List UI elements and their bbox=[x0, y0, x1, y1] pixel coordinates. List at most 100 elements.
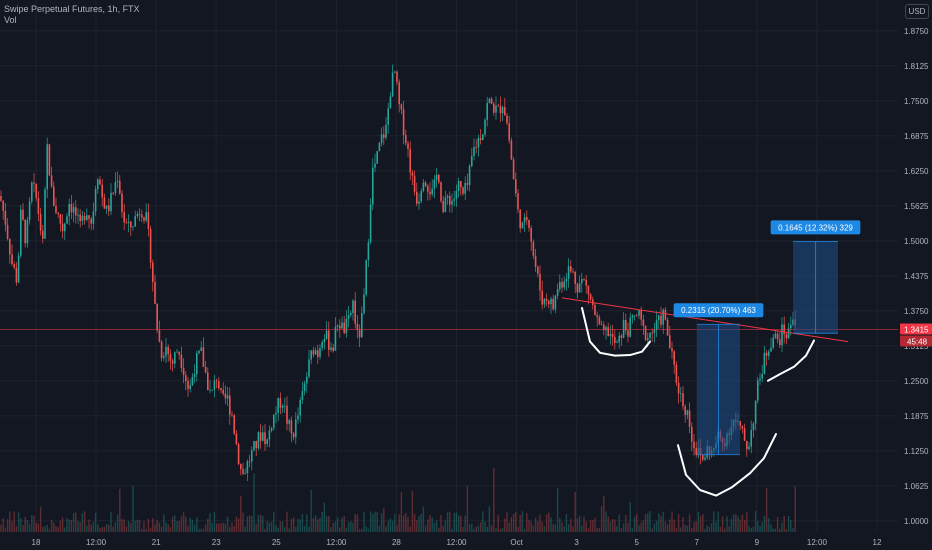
neckline-trendline bbox=[561, 297, 849, 343]
volume-bar bbox=[55, 526, 57, 532]
volume-bar bbox=[543, 526, 546, 532]
candle-body bbox=[365, 260, 367, 295]
currency-button[interactable]: USD bbox=[905, 4, 929, 19]
volume-bar bbox=[633, 516, 636, 532]
candle-body bbox=[686, 410, 689, 415]
candle-body bbox=[664, 309, 667, 320]
candle-body bbox=[684, 406, 686, 415]
candle-body bbox=[660, 315, 662, 325]
volume-bar bbox=[400, 492, 403, 532]
candle-body bbox=[691, 426, 693, 442]
volume-bar bbox=[442, 525, 444, 532]
volume-bar bbox=[26, 520, 29, 532]
candle-body bbox=[554, 295, 557, 310]
candle-body bbox=[396, 71, 398, 83]
candle-body bbox=[490, 98, 493, 104]
volume-bar bbox=[420, 513, 422, 532]
candle-body bbox=[114, 181, 117, 193]
volume-bar bbox=[537, 521, 539, 532]
volume-bar bbox=[559, 518, 561, 532]
candle-body bbox=[330, 347, 332, 350]
candle-body bbox=[209, 389, 211, 391]
candle-body bbox=[336, 325, 339, 327]
candle-body bbox=[108, 205, 110, 212]
candle-body bbox=[688, 410, 691, 427]
candle-body bbox=[644, 325, 647, 341]
volume-bar bbox=[246, 516, 249, 532]
volume-bar bbox=[334, 521, 337, 532]
volume-bar bbox=[308, 526, 310, 532]
candle-body bbox=[292, 433, 295, 438]
volume-bar bbox=[581, 525, 583, 532]
volume-bar bbox=[143, 521, 145, 532]
candle-body bbox=[59, 214, 62, 224]
candle-body bbox=[275, 412, 277, 415]
volume-bar bbox=[226, 516, 229, 532]
candle-body bbox=[119, 180, 121, 194]
volume-bar bbox=[116, 514, 119, 532]
candle-body bbox=[785, 334, 788, 339]
volume-bar bbox=[616, 526, 618, 532]
volume-bar bbox=[477, 525, 480, 532]
volume-bar bbox=[444, 520, 447, 532]
volume-bar bbox=[6, 518, 9, 532]
candle-body bbox=[270, 428, 273, 431]
x-tick-label: 28 bbox=[392, 538, 401, 547]
volume-bar bbox=[325, 516, 328, 532]
candle-body bbox=[501, 107, 504, 114]
candle-body bbox=[143, 217, 145, 221]
volume-bar bbox=[446, 512, 449, 532]
volume-bar bbox=[724, 528, 726, 532]
volume-bar bbox=[46, 524, 48, 532]
y-tick-label: 1.1250 bbox=[904, 447, 929, 456]
volume-bar bbox=[11, 521, 13, 532]
candle-body bbox=[567, 266, 570, 279]
volume-bar bbox=[389, 518, 392, 532]
candle-body bbox=[433, 180, 436, 189]
candle-body bbox=[301, 391, 304, 400]
right-shoulder-curve bbox=[767, 339, 815, 382]
candle-body bbox=[132, 226, 134, 228]
candle-body bbox=[682, 393, 684, 407]
candle-body bbox=[391, 72, 394, 97]
volume-bar bbox=[473, 528, 475, 532]
volume-bar bbox=[783, 516, 785, 532]
volume-bar bbox=[792, 527, 794, 532]
candle-body bbox=[405, 135, 407, 144]
volume-bar bbox=[383, 508, 385, 532]
candle-body bbox=[750, 430, 752, 447]
volume-bar bbox=[13, 511, 15, 532]
volume-bar bbox=[264, 528, 266, 532]
volume-bar bbox=[257, 514, 260, 532]
y-tick-label: 1.0000 bbox=[904, 517, 929, 526]
volume-bar bbox=[440, 515, 442, 532]
candle-body bbox=[741, 426, 744, 429]
volume-bar bbox=[548, 512, 550, 532]
volume-bar bbox=[603, 495, 605, 532]
volume-bar bbox=[464, 515, 466, 532]
candle-body bbox=[319, 348, 321, 357]
candle-body bbox=[642, 319, 645, 326]
volume-bar bbox=[765, 488, 768, 532]
chart-legend: Swipe Perpetual Futures, 1h, FTX Vol bbox=[4, 4, 140, 26]
volume-bar bbox=[61, 517, 64, 532]
volume-bar bbox=[218, 523, 220, 532]
candle-body bbox=[576, 283, 579, 293]
candle-body bbox=[310, 350, 312, 360]
candle-body bbox=[418, 201, 420, 204]
volume-bar bbox=[343, 515, 345, 532]
candle-body bbox=[53, 186, 55, 206]
volume-bar bbox=[187, 525, 189, 532]
volume-bar bbox=[167, 524, 169, 532]
candle-body bbox=[435, 174, 438, 181]
candle-body bbox=[358, 329, 361, 338]
candle-body bbox=[61, 223, 64, 232]
candle-body bbox=[13, 264, 15, 268]
candle-body bbox=[510, 140, 513, 160]
candle-body bbox=[638, 309, 640, 316]
candle-body bbox=[231, 414, 233, 416]
candle-body bbox=[75, 207, 77, 216]
candle-body bbox=[121, 193, 123, 213]
volume-bar bbox=[545, 514, 548, 532]
